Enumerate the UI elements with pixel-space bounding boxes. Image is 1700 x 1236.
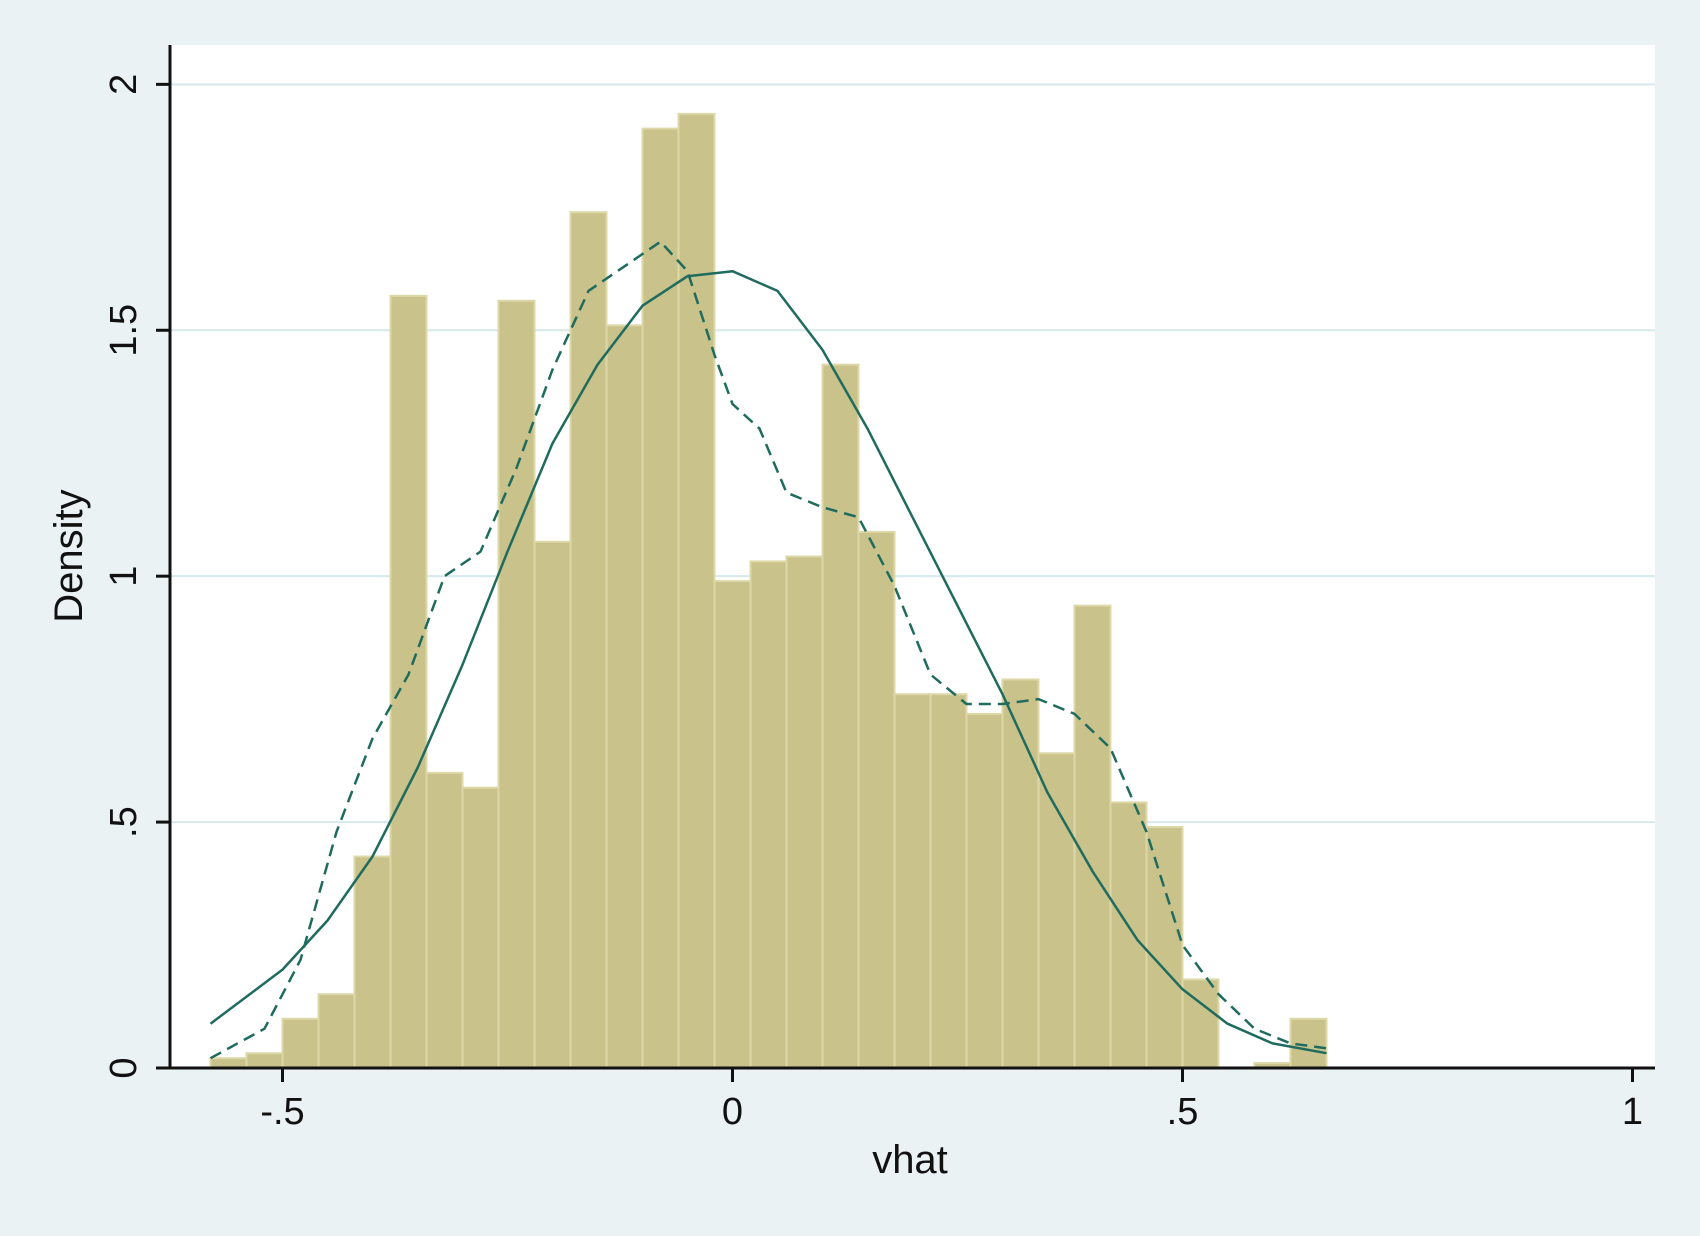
x-tick-label: 1 <box>1622 1091 1643 1133</box>
kernel-density-line <box>209 240 1327 1060</box>
y-tick-label: 1 <box>103 566 145 587</box>
histogram-bar <box>641 127 680 1069</box>
histogram-bar <box>893 693 932 1069</box>
normal-density-line <box>209 269 1327 1055</box>
histogram-bar <box>929 693 968 1069</box>
y-ticks: 0 .5 1 1.5 2 <box>103 74 170 1079</box>
histogram-bar <box>317 993 356 1069</box>
histogram-bar <box>281 1017 320 1070</box>
y-tick-label: .5 <box>103 806 145 838</box>
y-tick-label: 1.5 <box>103 304 145 357</box>
histogram-bar <box>749 560 788 1069</box>
histogram-bar <box>857 530 896 1069</box>
histogram-bar <box>1145 826 1184 1070</box>
histogram-bar <box>1073 604 1112 1069</box>
histogram-bar <box>245 1052 284 1070</box>
histogram-bar <box>965 712 1004 1070</box>
histogram-bar <box>605 324 644 1069</box>
x-tick-label: .5 <box>1167 1091 1199 1133</box>
x-axis-title: vhat <box>872 1138 948 1182</box>
histogram-bar <box>713 580 752 1070</box>
histogram-bar <box>1001 678 1040 1069</box>
histogram-bar <box>533 540 572 1069</box>
histogram-bar <box>821 363 860 1069</box>
histogram-bar <box>389 294 428 1069</box>
histogram-bar <box>1037 752 1076 1069</box>
x-ticks: -.5 0 .5 1 <box>260 1068 1643 1133</box>
histogram-bar <box>425 771 464 1070</box>
histogram-bar <box>353 855 392 1069</box>
y-tick-label: 2 <box>103 74 145 95</box>
x-tick-label: 0 <box>722 1091 743 1133</box>
x-tick-label: -.5 <box>260 1091 304 1133</box>
histogram-bar <box>677 112 716 1069</box>
histogram-bar <box>569 211 608 1070</box>
histogram-bar <box>1109 801 1148 1069</box>
histogram-bars <box>209 112 1328 1070</box>
density-lines <box>209 240 1327 1060</box>
y-tick-label: 0 <box>103 1057 145 1078</box>
y-axis-title: Density <box>47 489 91 622</box>
histogram-bar <box>785 555 824 1069</box>
axes <box>168 45 1655 1070</box>
histogram-bar <box>497 299 536 1069</box>
histogram-bar <box>461 786 500 1069</box>
